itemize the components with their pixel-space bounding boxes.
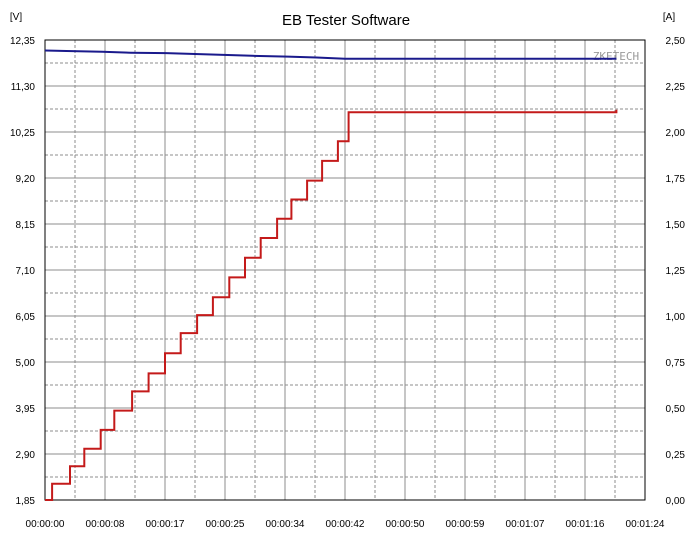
left-tick-label: 9,20 xyxy=(16,174,36,185)
watermark: ZKETECH xyxy=(593,50,639,63)
right-tick-label: 0,50 xyxy=(666,404,686,415)
left-tick-label: 6,05 xyxy=(16,312,36,323)
x-tick-label: 00:01:07 xyxy=(506,519,545,530)
voltage-line xyxy=(44,49,617,60)
x-tick-label: 00:01:16 xyxy=(566,519,605,530)
left-tick-label: 1,85 xyxy=(16,496,36,507)
left-tick-label: 7,10 xyxy=(16,266,36,277)
left-tick-label: 2,90 xyxy=(16,450,36,461)
left-tick-label: 11,30 xyxy=(11,82,36,93)
x-tick-label: 00:00:59 xyxy=(446,519,485,530)
left-tick-label: 12,35 xyxy=(10,36,35,47)
right-tick-label: 2,25 xyxy=(666,82,686,93)
series-layer xyxy=(44,49,618,501)
current-line xyxy=(45,109,618,501)
grid xyxy=(44,39,646,501)
right-tick-label: 2,00 xyxy=(666,128,686,139)
x-tick-label: 00:00:08 xyxy=(86,519,125,530)
right-tick-label: 0,75 xyxy=(666,358,686,369)
left-axis-ticks: 12,35 11,30 10,25 9,20 8,15 7,10 6,05 5,00 3,95 2… xyxy=(10,36,35,507)
left-axis-unit: [V] xyxy=(10,12,22,23)
x-tick-label: 00:00:17 xyxy=(146,519,185,530)
right-tick-label: 1,25 xyxy=(666,266,686,277)
x-tick-label: 00:00:25 xyxy=(206,519,245,530)
right-tick-label: 0,00 xyxy=(666,496,686,507)
x-axis-ticks: 00:00:00 00:00:08 00:00:17 00:00:25 00:00:34… xyxy=(26,519,665,530)
right-tick-label: 1,75 xyxy=(666,174,686,185)
right-tick-label: 1,00 xyxy=(666,312,686,323)
x-tick-label: 00:01:24 xyxy=(626,519,665,530)
right-axis-unit: [A] xyxy=(663,12,675,23)
right-tick-label: 2,50 xyxy=(666,36,686,47)
x-tick-label: 00:00:50 xyxy=(386,519,425,530)
x-tick-label: 00:00:34 xyxy=(266,519,305,530)
plot-frame xyxy=(44,39,646,501)
x-tick-label: 00:00:00 xyxy=(26,519,65,530)
left-tick-label: 3,95 xyxy=(16,404,36,415)
x-tick-label: 00:00:42 xyxy=(326,519,365,530)
right-tick-label: 0,25 xyxy=(666,450,686,461)
left-tick-label: 5,00 xyxy=(16,358,36,369)
left-tick-label: 10,25 xyxy=(10,128,35,139)
right-axis-ticks: 2,50 2,25 2,00 1,75 1,50 1,25 1,00 0,75 0,50 0,25… xyxy=(666,36,686,507)
chart-title: EB Tester Software xyxy=(282,12,410,29)
left-tick-label: 8,15 xyxy=(16,220,36,231)
right-tick-label: 1,50 xyxy=(666,220,686,231)
